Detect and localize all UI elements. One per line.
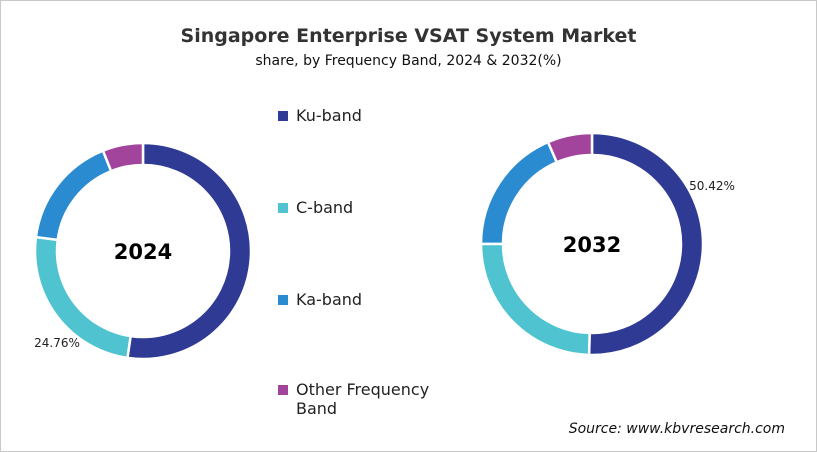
chart-subtitle: share, by Frequency Band, 2024 & 2032(%) bbox=[255, 53, 562, 69]
donut-slice-2024-2 bbox=[34, 149, 113, 242]
legend-label: Other Frequency Band bbox=[296, 380, 430, 418]
legend-label: Ku-band bbox=[296, 106, 362, 125]
legend-item: Ka-band bbox=[278, 290, 362, 309]
donut-slice-2032-1 bbox=[479, 242, 591, 357]
legend-swatch bbox=[278, 295, 288, 305]
legend-item: C-band bbox=[278, 198, 353, 217]
source-note: Source: www.kbvresearch.com bbox=[568, 421, 785, 437]
legend-swatch bbox=[278, 111, 288, 121]
donut-slice-2032-0 bbox=[587, 131, 705, 357]
donut-slice-2024-3 bbox=[101, 141, 145, 173]
donut-center-label: 2032 bbox=[563, 233, 621, 257]
legend-label: Ka-band bbox=[296, 290, 363, 309]
data-label: 24.76% bbox=[34, 336, 80, 350]
legend-swatch bbox=[278, 385, 288, 395]
data-label: 50.42% bbox=[689, 179, 735, 193]
chart-title: Singapore Enterprise VSAT System Market bbox=[180, 25, 637, 47]
legend-item: Ku-band bbox=[278, 106, 362, 125]
donut-slice-2032-2 bbox=[479, 140, 559, 246]
donut-center-label: 2024 bbox=[114, 240, 172, 264]
donut-slice-2032-3 bbox=[546, 131, 594, 164]
legend-item: Other Frequency Band bbox=[278, 380, 456, 418]
legend-swatch bbox=[278, 203, 288, 213]
legend-label: C-band bbox=[296, 198, 354, 217]
